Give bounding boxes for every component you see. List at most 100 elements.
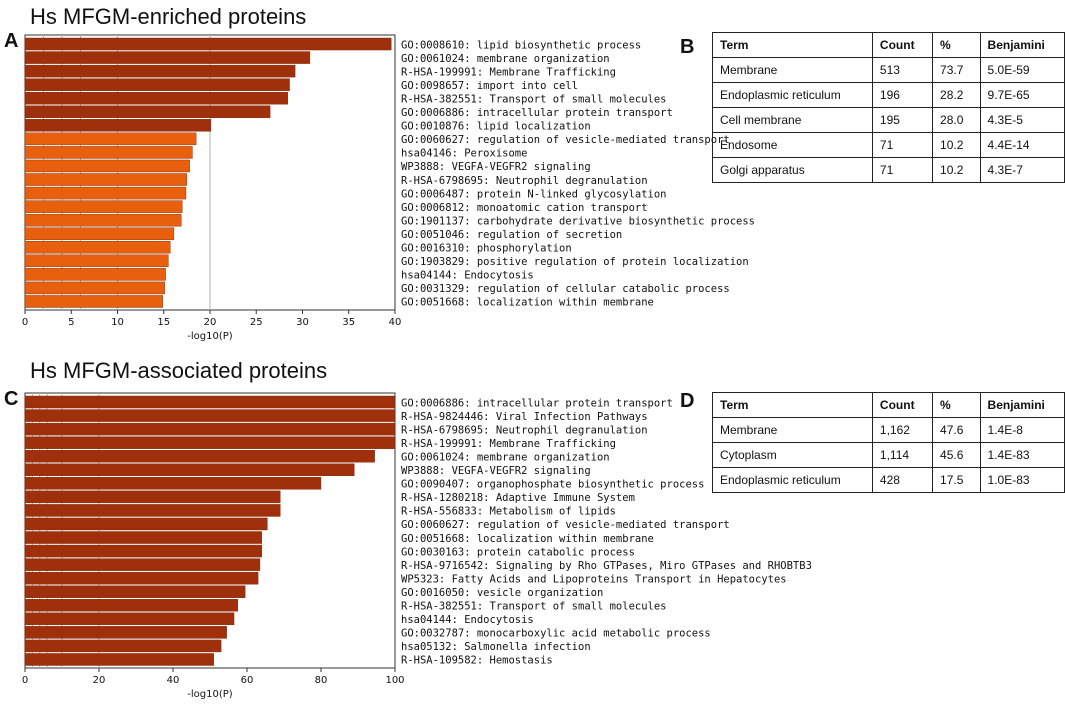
bar bbox=[24, 159, 190, 173]
category-label: GO:0061024: membrane organization bbox=[401, 53, 610, 65]
x-tick-label: 40 bbox=[389, 317, 402, 328]
table-cell: 17.5 bbox=[932, 467, 981, 493]
category-label: GO:0006886: intracellular protein transp… bbox=[401, 107, 673, 119]
table-cell: 4.3E-5 bbox=[979, 107, 1065, 133]
category-label: R-HSA-109582: Hemostasis bbox=[401, 655, 553, 667]
table-cell: Endosome bbox=[712, 132, 873, 158]
category-label: GO:0008610: lipid biosynthetic process bbox=[401, 39, 641, 51]
table-header-1: Count bbox=[871, 32, 934, 58]
panel-c-letter: C bbox=[4, 388, 19, 410]
table-row: Cytoplasm 1,114 45.6 1.4E-83 bbox=[712, 442, 1065, 468]
bar bbox=[24, 612, 235, 626]
panel-d-letter: D bbox=[680, 390, 695, 412]
table-cell: 71 bbox=[871, 132, 934, 158]
table-cell: Membrane bbox=[712, 417, 873, 443]
panel-c-title: Hs MFGM-associated proteins bbox=[30, 358, 328, 383]
bar bbox=[24, 132, 197, 146]
bar bbox=[24, 436, 396, 449]
table-row: Endoplasmic reticulum 196 28.2 9.7E-65 bbox=[712, 82, 1065, 108]
category-label: hsa04144: Endocytosis bbox=[401, 270, 534, 282]
table-cell: 1,162 bbox=[871, 417, 934, 443]
category-label: R-HSA-199991: Membrane Trafficking bbox=[401, 66, 616, 78]
bar bbox=[24, 146, 193, 159]
bar bbox=[24, 626, 227, 639]
bar bbox=[24, 653, 214, 666]
category-label: GO:0061024: membrane organization bbox=[401, 451, 610, 463]
x-tick-label: 40 bbox=[167, 675, 180, 686]
table-cell: Golgi apparatus bbox=[712, 157, 873, 183]
table-cell: 10.2 bbox=[932, 157, 981, 183]
table-row: Membrane 1,162 47.6 1.4E-8 bbox=[712, 417, 1065, 443]
category-label: hsa05132: Salmonella infection bbox=[401, 641, 591, 653]
category-label: GO:1903829: positive regulation of prote… bbox=[401, 256, 749, 268]
category-label: GO:0006812: monoatomic cation transport bbox=[401, 202, 648, 214]
table-cell: 1.4E-8 bbox=[979, 417, 1065, 443]
bar bbox=[24, 409, 396, 422]
table-header-0: Term bbox=[712, 392, 873, 418]
table-row: Membrane 513 73.7 5.0E-59 bbox=[712, 57, 1065, 83]
table-row: Endoplasmic reticulum 428 17.5 1.0E-83 bbox=[712, 467, 1065, 493]
category-label: R-HSA-9716542: Signaling by Rho GTPases,… bbox=[401, 560, 812, 572]
bar bbox=[24, 51, 311, 64]
category-label: WP3888: VEGFA-VEGFR2 signaling bbox=[401, 465, 591, 477]
category-label: GO:0016050: vesicle organization bbox=[401, 587, 603, 599]
bar bbox=[24, 558, 261, 571]
category-label: GO:0010876: lipid localization bbox=[401, 121, 591, 133]
bar bbox=[24, 254, 169, 268]
table-cell: 28.0 bbox=[932, 107, 981, 133]
x-tick-label: 30 bbox=[296, 317, 309, 328]
table-row: Golgi apparatus 71 10.2 4.3E-7 bbox=[712, 157, 1065, 183]
plot-frame bbox=[24, 392, 396, 669]
bar bbox=[24, 213, 182, 227]
panel-a-title: Hs MFGM-enriched proteins bbox=[30, 4, 307, 29]
bar bbox=[24, 504, 281, 517]
category-label: R-HSA-382551: Transport of small molecul… bbox=[401, 93, 667, 105]
table-cell: 4.3E-7 bbox=[979, 157, 1065, 183]
bar bbox=[24, 639, 222, 653]
bar bbox=[24, 599, 238, 612]
table-cell: 195 bbox=[871, 107, 934, 133]
table-cell: Cytoplasm bbox=[712, 442, 873, 468]
table-cell: 1.0E-83 bbox=[979, 467, 1065, 493]
category-label: hsa04146: Peroxisome bbox=[401, 148, 527, 160]
bar bbox=[24, 227, 175, 240]
table-cell: 1,114 bbox=[871, 442, 934, 468]
table-header-row: Term Count% Benjamini bbox=[712, 392, 1065, 418]
x-tick-label: 0 bbox=[22, 675, 28, 686]
bar bbox=[24, 531, 263, 544]
category-label: R-HSA-556833: Metabolism of lipids bbox=[401, 506, 616, 518]
bar bbox=[24, 281, 165, 295]
table-cell: 513 bbox=[871, 57, 934, 83]
category-label: R-HSA-382551: Transport of small molecul… bbox=[401, 601, 667, 613]
table-cell: 196 bbox=[871, 82, 934, 108]
table-cell: 9.7E-65 bbox=[979, 82, 1065, 108]
bar bbox=[24, 173, 188, 186]
category-label: GO:0060627: regulation of vesicle-mediat… bbox=[401, 519, 730, 531]
x-tick-label: 20 bbox=[93, 675, 106, 686]
category-label: GO:0016310: phosphorylation bbox=[401, 243, 572, 255]
category-label: R-HSA-1280218: Adaptive Immune System bbox=[401, 492, 635, 504]
panel-b-letter: B bbox=[680, 36, 695, 58]
x-tick-label: 60 bbox=[241, 675, 254, 686]
bar bbox=[24, 544, 263, 558]
x-tick-label: 10 bbox=[111, 317, 124, 328]
category-label: GO:0032787: monocarboxylic acid metaboli… bbox=[401, 628, 711, 640]
table-cell: 47.6 bbox=[932, 417, 981, 443]
bar bbox=[24, 395, 396, 409]
category-label: GO:0030163: protein catabolic process bbox=[401, 546, 635, 558]
x-tick-label: 0 bbox=[22, 317, 28, 328]
bar bbox=[24, 463, 355, 477]
x-axis-label: -log10(P) bbox=[187, 689, 233, 700]
x-tick-label: 80 bbox=[315, 675, 328, 686]
category-label: GO:0060627: regulation of vesicle-mediat… bbox=[401, 134, 730, 146]
bar bbox=[24, 422, 396, 436]
bar bbox=[24, 91, 288, 105]
x-tick-label: 25 bbox=[250, 317, 263, 328]
table-header-2: % bbox=[932, 392, 981, 418]
table-cell: 428 bbox=[871, 467, 934, 493]
table-cell: 1.4E-83 bbox=[979, 442, 1065, 468]
table-b: Term Count% Benjamini Membrane 513 73.7 5.0E-5… bbox=[712, 32, 1065, 183]
bar bbox=[24, 571, 259, 585]
